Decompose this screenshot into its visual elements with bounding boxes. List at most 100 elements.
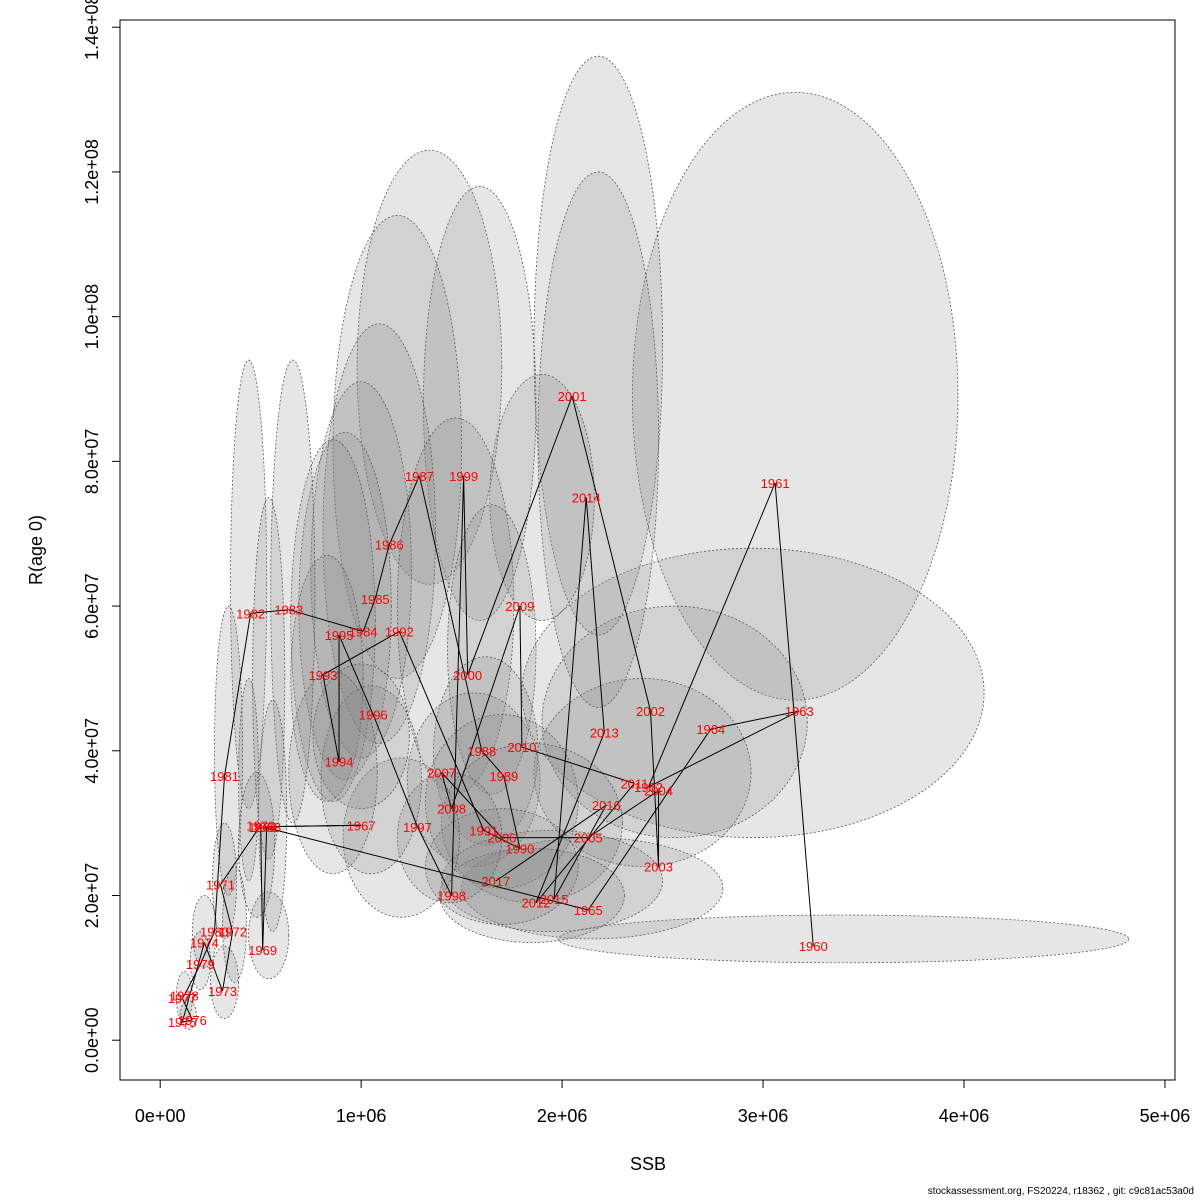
trajectory-segment [519,606,523,748]
year-label-1964: 1964 [696,722,725,737]
year-label-2010: 2010 [507,740,536,755]
x-tick-label: 4e+06 [939,1106,990,1126]
year-label-2016: 2016 [592,798,621,813]
confidence-ellipse [312,663,410,810]
year-label-1971: 1971 [206,878,235,893]
trajectory-segment [262,826,589,911]
year-label-2000: 2000 [453,668,482,683]
trajectory-segment [553,804,607,900]
year-label-2011: 2011 [620,776,648,791]
x-tick-label: 5e+06 [1140,1106,1191,1126]
trajectory-segment [774,483,814,947]
trajectory-segment [322,674,340,762]
trajectory-segment [388,475,420,545]
y-axis: 0.0e+00 2.0e+07 4.0e+07 6.0e+07 8.0e+07 1.0e+… [82,0,121,1073]
year-label-1979: 1979 [186,957,215,972]
year-label-1992: 1992 [385,624,414,639]
trajectory-segment [451,475,465,896]
year-label-1999: 1999 [449,469,478,484]
trajectory-segment [203,942,223,992]
confidence-ellipse [212,822,237,940]
trajectory-segment [181,995,185,999]
confidence-ellipse [433,656,539,846]
trajectory-segment [587,728,712,911]
y-tick-label: 1.2e+08 [82,139,102,205]
x-tick-label: 2e+06 [537,1106,588,1126]
year-label-1967: 1967 [347,818,376,833]
year-label-1996: 1996 [359,708,388,723]
y-tick-label: 6.0e+07 [82,573,102,639]
confidence-ellipse [288,670,378,875]
year-label-1961: 1961 [761,476,790,491]
trajectory-segment [338,634,374,715]
year-label-1993: 1993 [309,668,338,683]
trajectory-segment [495,804,607,882]
y-tick-label: 1.4e+08 [82,0,102,60]
confidence-ellipse [290,439,376,802]
trajectory-segment [220,825,262,885]
trajectory-segment [587,790,659,839]
confidence-ellipse [290,555,364,802]
trajectory-segment [441,772,453,809]
trajectory-segment [648,482,776,788]
trajectory-segment [571,396,651,712]
trajectory-segment [451,605,521,809]
year-label-1994: 1994 [325,755,354,770]
confidence-ellipse [461,837,724,940]
year-label-1986: 1986 [375,538,404,553]
year-label-1983: 1983 [274,603,303,618]
confidence-ellipse [248,891,290,980]
trajectory-segment [183,964,201,996]
confidence-ellipse [423,186,537,621]
confidence-ellipse [320,685,422,875]
year-label-2005: 2005 [574,831,603,846]
y-tick-label: 1.0e+08 [82,284,102,350]
y-tick-label: 4.0e+07 [82,718,102,784]
year-label-2014: 2014 [572,491,601,506]
confidence-ellipse [557,914,1130,964]
year-label-1988: 1988 [467,744,496,759]
year-label-2003: 2003 [644,860,673,875]
confidence-ellipse [406,692,541,867]
trajectory-segment [262,826,268,950]
year-label-1972: 1972 [218,925,247,940]
year-label-1965: 1965 [574,903,603,918]
trajectory-segment [181,942,205,1023]
trajectory-segment [219,884,234,932]
year-label-2001: 2001 [558,389,587,404]
trajectory-segment [398,631,485,831]
confidence-ellipse [252,497,286,860]
x-tick-label: 1e+06 [336,1106,387,1126]
trajectory-segment [416,826,453,896]
x-tick-label: 3e+06 [738,1106,789,1126]
trajectory-segment [213,776,225,932]
trajectory-segment [372,714,418,827]
confidence-ellipse [447,504,537,795]
trajectory-segment [322,630,400,676]
confidence-ellipse [322,323,436,744]
confidence-ellipse [489,374,595,621]
year-label-2007: 2007 [427,765,456,780]
year-label-2017: 2017 [481,874,510,889]
y-tick-label: 8.0e+07 [82,429,102,495]
confidence-ellipse [210,945,239,1019]
year-label-1966: 1966 [248,820,277,835]
confidence-ellipse [342,757,461,918]
trajectory-segment [585,497,605,733]
year-label-2008: 2008 [437,802,466,817]
x-tick-label: 0e+00 [135,1106,186,1126]
trajectory-segment [181,998,193,1021]
uncertainty-ellipses [175,55,1130,1030]
trajectory-segment [182,1019,193,1023]
year-label-1987: 1987 [405,469,434,484]
year-label-1963: 1963 [785,704,814,719]
trajectory-segment [418,475,483,751]
year-label-1973: 1973 [208,984,237,999]
trajectory-segment [553,497,587,900]
year-label-2002: 2002 [636,704,665,719]
trajectory-segment [521,746,635,784]
year-label-2015: 2015 [540,892,569,907]
trajectory-segment [481,750,505,777]
